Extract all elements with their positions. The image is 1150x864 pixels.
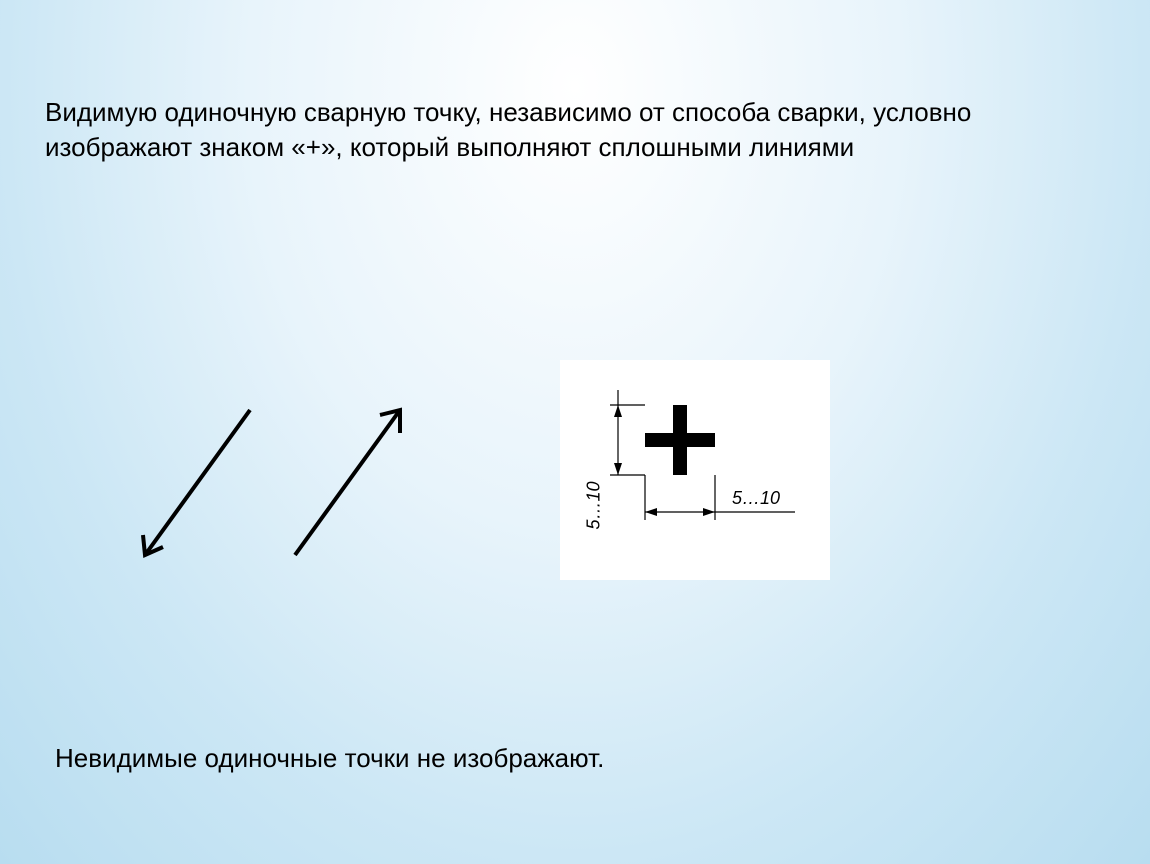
- cross-diagram: 5…10 5…10: [560, 360, 830, 580]
- main-paragraph: Видимую одиночную сварную точку, независ…: [45, 95, 1105, 165]
- bottom-paragraph: Невидимые одиночные точки не изображают.: [55, 743, 604, 774]
- arrow-2-line: [295, 410, 400, 555]
- dim-arrow-v-bottom: [614, 463, 622, 475]
- arrows-svg: [115, 385, 435, 585]
- dim-label-vertical: 5…10: [584, 481, 605, 529]
- cross-vertical: [673, 405, 687, 475]
- diagram-area: 5…10 5…10: [0, 350, 1150, 650]
- dim-arrow-h-left: [645, 508, 657, 516]
- cross-svg: [560, 360, 830, 580]
- arrows-container: [115, 385, 435, 590]
- arrow-1-line: [145, 410, 250, 555]
- dim-arrow-v-top: [614, 405, 622, 417]
- dim-label-horizontal: 5…10: [732, 488, 780, 509]
- dim-arrow-h-right: [703, 508, 715, 516]
